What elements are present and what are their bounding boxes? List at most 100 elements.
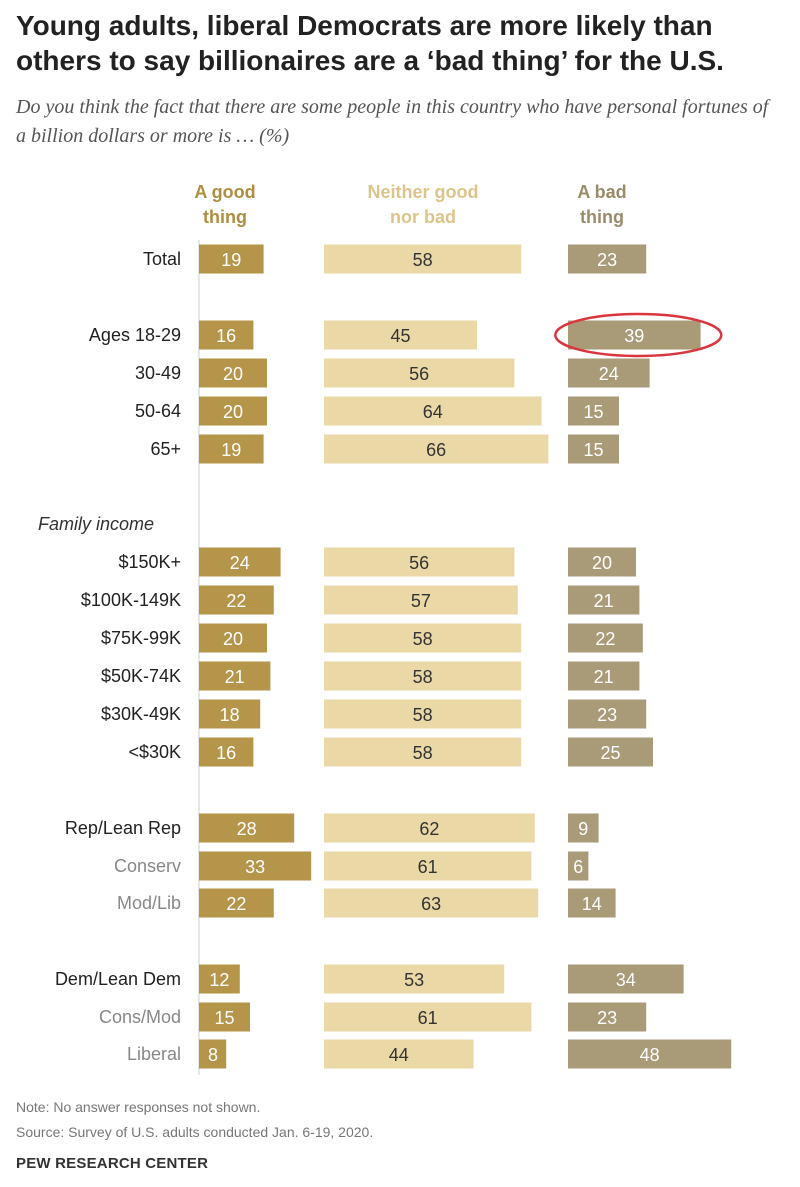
data-label-bad: 24 [599,364,619,384]
bar-good [199,737,254,767]
row-label: $50K-74K [101,666,181,686]
data-label-good: 20 [223,629,243,649]
row-label: Cons/Mod [99,1007,181,1027]
bar-bad [568,547,636,577]
bar-good [199,1002,250,1032]
data-label-bad: 21 [594,667,614,687]
data-label-good: 20 [223,402,243,422]
data-label-neither: 58 [413,705,433,725]
bar-bad [568,851,589,881]
column-header-good: thing [203,207,247,227]
row-label: 30-49 [135,363,181,383]
bar-good [199,888,274,918]
bar-neither [324,358,515,388]
data-label-neither: 57 [411,591,431,611]
source-text: Source: Survey of U.S. adults conducted … [16,1124,374,1140]
data-label-good: 16 [216,326,236,346]
data-label-bad: 21 [594,591,614,611]
data-label-bad: 25 [600,743,620,763]
bar-neither [324,585,518,615]
bar-good [199,547,281,577]
note-text: Note: No answer responses not shown. [16,1099,261,1115]
data-label-neither: 44 [389,1045,409,1065]
bar-good [199,623,267,653]
data-label-good: 19 [221,250,241,270]
bar-bad [568,623,643,653]
bar-bad [568,358,650,388]
bar-neither [324,434,549,464]
bar-neither [324,320,477,350]
data-label-neither: 66 [426,440,446,460]
bar-bad [568,585,640,615]
data-label-good: 24 [230,553,250,573]
pew-logo-text: PEW RESEARCH CENTER [16,1155,209,1172]
bar-neither [324,623,522,653]
bar-neither [324,888,539,918]
data-label-bad: 48 [640,1045,660,1065]
bar-good [199,585,274,615]
section-label: Family income [38,514,154,534]
bar-good [199,851,312,881]
data-label-bad: 14 [582,894,602,914]
data-label-good: 22 [226,894,246,914]
bar-bad [568,244,647,274]
bar-good [199,434,264,464]
bar-good [199,661,271,691]
bar-bad [568,1039,732,1069]
bar-neither [324,737,522,767]
data-label-neither: 58 [413,667,433,687]
row-label: Rep/Lean Rep [65,818,181,838]
data-label-bad: 20 [592,553,612,573]
data-label-bad: 6 [573,857,583,877]
data-label-good: 15 [214,1008,234,1028]
row-label: Ages 18-29 [89,325,181,345]
data-label-bad: 15 [583,402,603,422]
bar-bad [568,434,619,464]
bar-good [199,320,254,350]
data-label-good: 28 [237,819,257,839]
data-label-good: 18 [220,705,240,725]
row-label: 50-64 [135,401,181,421]
data-label-bad: 22 [595,629,615,649]
row-label: 65+ [150,439,181,459]
bar-bad [568,1002,647,1032]
bar-chart: A good thing Neither good nor bad A bad thing… [38,182,732,1075]
bar-good [199,396,267,426]
data-label-neither: 64 [423,402,443,422]
row-label: $100K-149K [81,590,181,610]
row-label: Total [143,249,181,269]
bar-bad [568,396,619,426]
data-label-neither: 58 [413,250,433,270]
row-label: Dem/Lean Dem [55,969,181,989]
row-label: $75K-99K [101,628,181,648]
data-label-good: 21 [225,667,245,687]
data-label-bad: 15 [583,440,603,460]
column-header-neither: nor bad [390,207,456,227]
data-label-neither: 58 [413,629,433,649]
data-label-neither: 56 [409,553,429,573]
column-header-bad: thing [580,207,624,227]
row-label: <$30K [128,742,181,762]
data-label-bad: 23 [597,705,617,725]
data-label-bad: 39 [624,326,644,346]
bar-bad [568,813,599,843]
data-label-neither: 56 [409,364,429,384]
data-label-good: 19 [221,440,241,460]
chart-subtitle: Do you think the fact that there are som… [16,96,769,147]
data-label-bad: 34 [616,970,636,990]
bar-bad [568,320,701,350]
bar-bad [568,661,640,691]
bar-bad [568,737,653,767]
data-label-good: 12 [209,970,229,990]
chart-title: Young adults, liberal Democrats are more… [16,10,724,76]
data-label-neither: 45 [390,326,410,346]
data-label-good: 20 [223,364,243,384]
data-label-neither: 53 [404,970,424,990]
bar-bad [568,699,647,729]
data-label-neither: 61 [418,857,438,877]
column-header-good: A good [194,182,255,202]
data-label-bad: 9 [578,819,588,839]
data-label-neither: 61 [418,1008,438,1028]
bar-neither [324,661,522,691]
data-label-good: 16 [216,743,236,763]
